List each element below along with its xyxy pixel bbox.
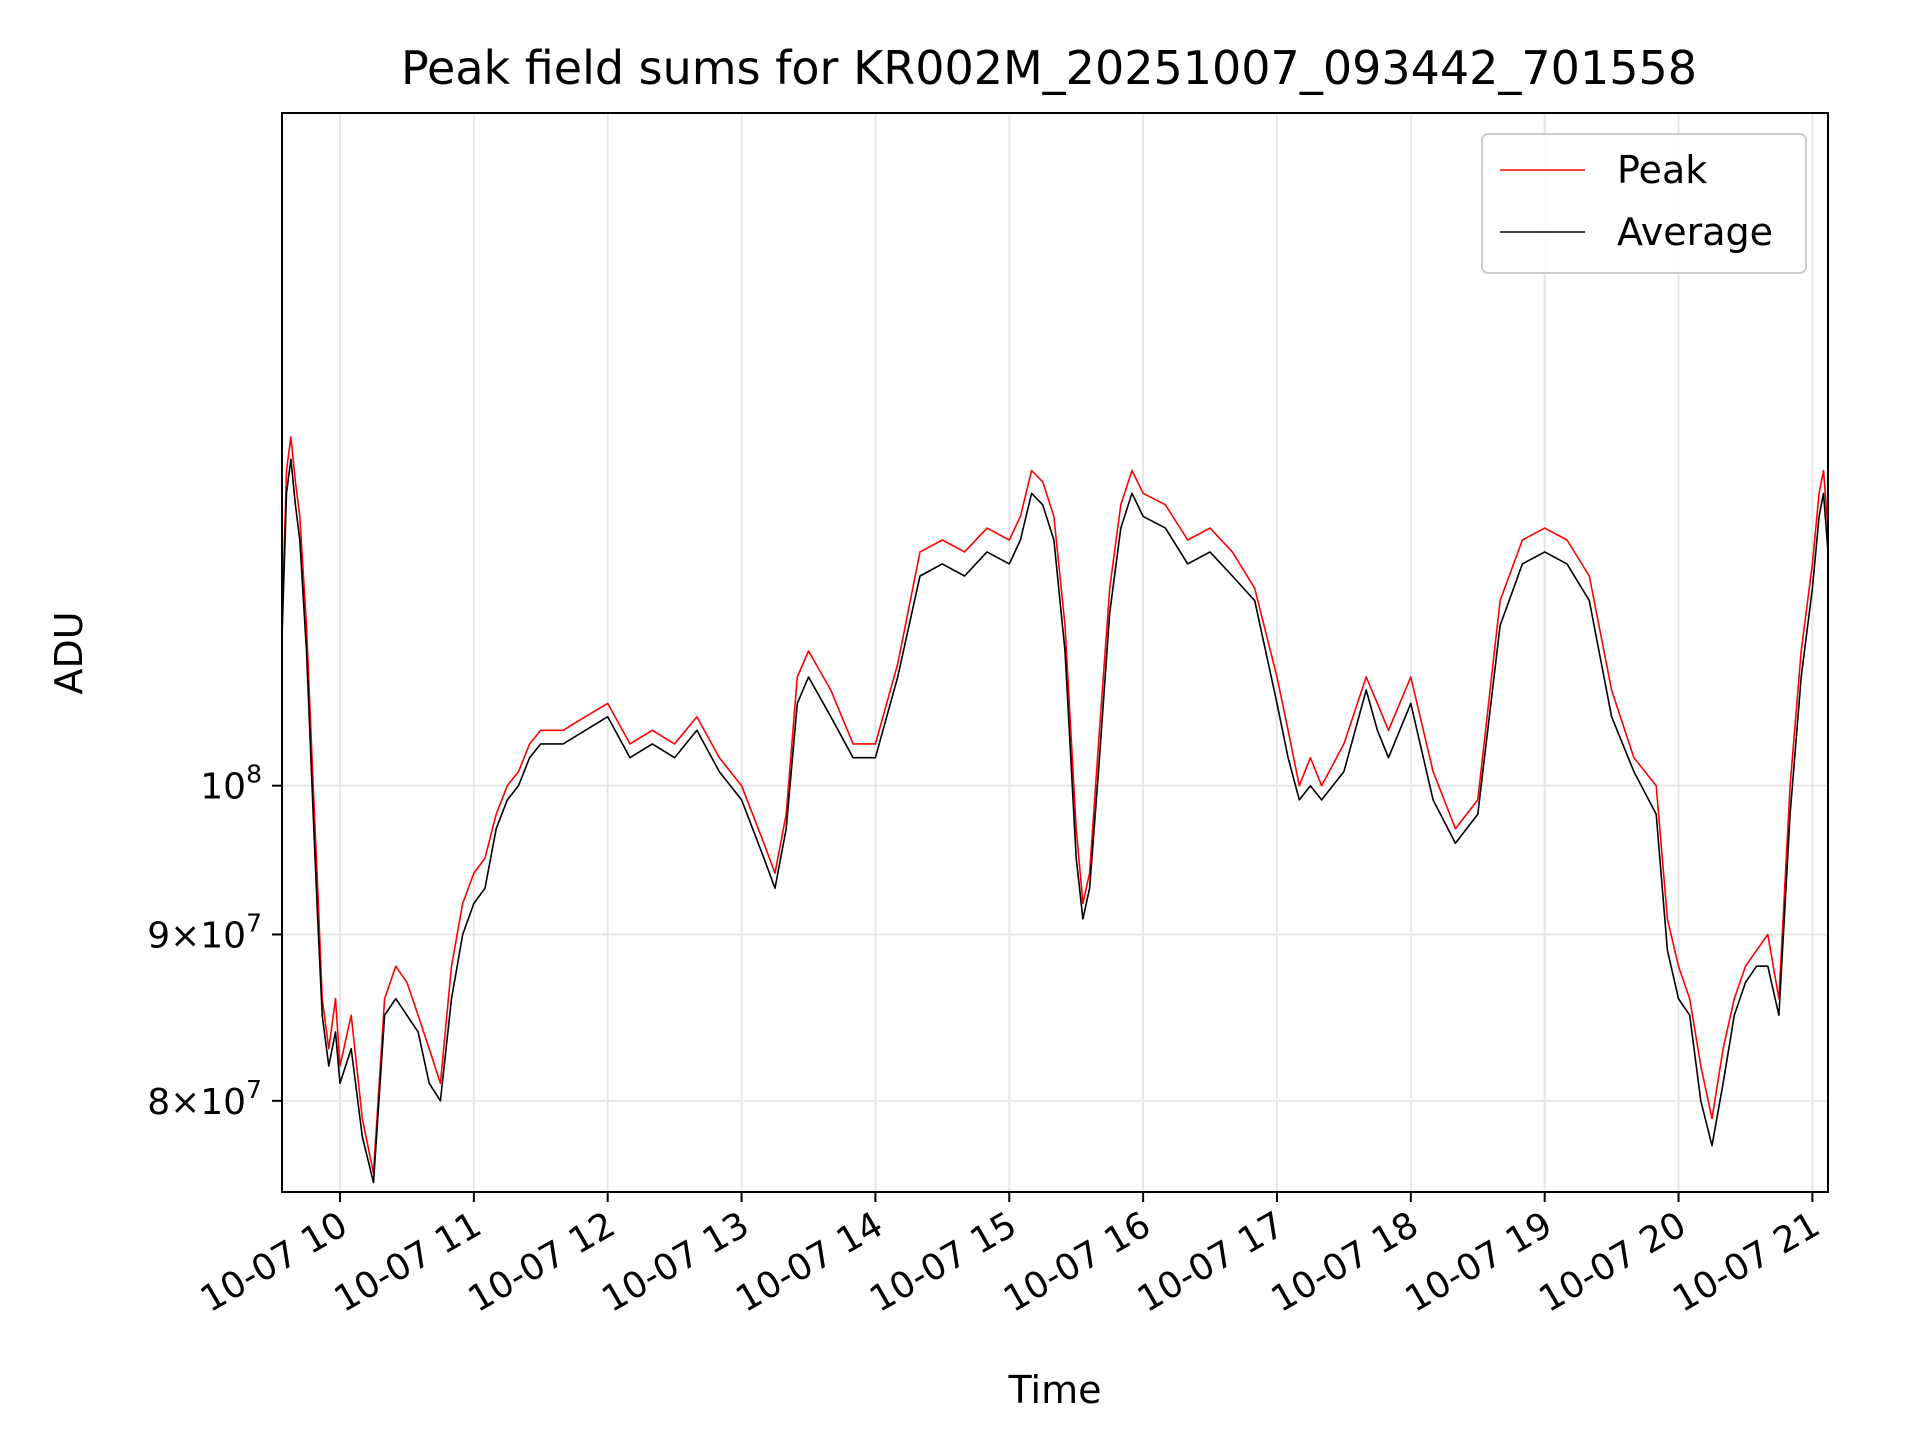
y-tick-label: 9×107 (147, 908, 262, 956)
y-tick-exponent: 7 (246, 908, 262, 937)
y-tick-label: 8×107 (147, 1075, 262, 1123)
plot-series (281, 436, 1829, 1184)
legend: Peak Average (1481, 133, 1807, 274)
y-axis-label: ADU (47, 611, 91, 694)
series-line-peak (281, 436, 1829, 1175)
y-tick-mantissa: 8 (147, 1082, 170, 1123)
x-axis-label: Time (1008, 1368, 1102, 1412)
y-tick-exponent: 7 (246, 1075, 262, 1104)
y-tick-base: 10 (200, 1082, 246, 1123)
axes-frame (281, 112, 1829, 1193)
y-tick-label: 108 (200, 760, 262, 808)
chart-title: Peak field sums for KR002M_20251007_0934… (401, 41, 1697, 95)
y-tick-times: × (170, 915, 200, 956)
legend-label-average: Average (1617, 210, 1773, 254)
legend-label-peak: Peak (1617, 148, 1707, 192)
y-tick-base: 10 (200, 915, 246, 956)
grid (282, 113, 1828, 1192)
series-line-average (281, 458, 1829, 1184)
y-tick-exponent: 8 (246, 760, 262, 789)
y-tick-base: 10 (200, 767, 246, 808)
y-tick-times: × (170, 1082, 200, 1123)
y-tick-mantissa: 9 (147, 915, 170, 956)
legend-box (1481, 133, 1807, 274)
